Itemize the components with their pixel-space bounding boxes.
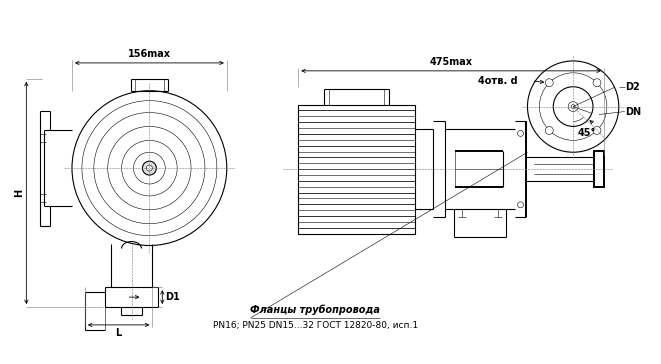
Circle shape [553,87,593,126]
Circle shape [147,165,153,171]
Circle shape [122,140,177,196]
Text: D1: D1 [165,292,180,302]
Text: 475max: 475max [430,57,473,67]
Circle shape [134,152,165,184]
Text: Фланцы трубопровода: Фланцы трубопровода [250,304,380,315]
Text: D2: D2 [625,82,639,92]
Circle shape [539,73,607,140]
Text: DN: DN [625,107,641,116]
Text: PN16; PN25 DN15...32 ГОСТ 12820-80, исп.1: PN16; PN25 DN15...32 ГОСТ 12820-80, исп.… [213,321,418,330]
Circle shape [143,161,157,175]
Text: 156max: 156max [128,49,171,59]
Circle shape [545,126,553,134]
Text: H: H [15,189,24,197]
Circle shape [82,100,217,236]
Circle shape [527,61,619,152]
Circle shape [545,79,553,87]
Circle shape [571,104,575,108]
Circle shape [593,126,601,134]
Text: 45°: 45° [578,128,596,138]
Text: L: L [116,328,122,338]
Circle shape [518,202,524,208]
Circle shape [518,130,524,136]
Circle shape [94,112,205,224]
Circle shape [593,79,601,87]
Text: 4отв. d: 4отв. d [478,76,518,86]
Circle shape [568,102,578,111]
Circle shape [72,91,227,245]
Circle shape [108,126,191,210]
Bar [298,104,415,234]
Bar [594,151,604,187]
